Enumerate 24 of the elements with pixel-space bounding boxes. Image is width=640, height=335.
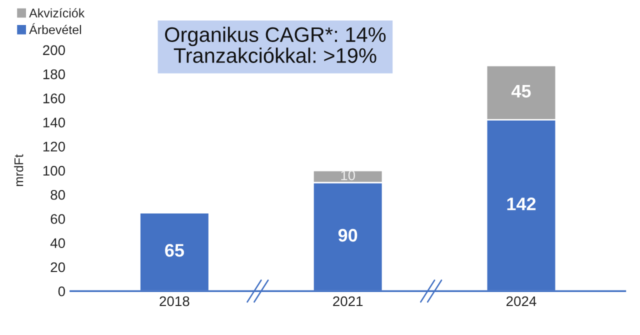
y-tick-label: 100 xyxy=(43,166,65,176)
y-tick-label: 20 xyxy=(50,262,65,272)
x-tick-label: 2018 xyxy=(160,296,190,306)
data-label: 10 xyxy=(341,170,356,180)
y-tick-label: 120 xyxy=(43,142,65,152)
legend-label: Árbevétel xyxy=(29,23,82,34)
y-tick-label: 80 xyxy=(50,190,65,200)
x-tick-label: 2021 xyxy=(333,296,363,306)
data-label: 90 xyxy=(338,228,358,242)
y-tick-label: 180 xyxy=(43,69,65,80)
x-tick-label: 2024 xyxy=(506,296,536,306)
y-tick-label: 40 xyxy=(50,238,65,248)
y-axis-title: mrdFt xyxy=(14,154,24,186)
y-tick-label: 60 xyxy=(50,214,65,224)
data-label: 45 xyxy=(511,84,531,98)
legend-label: Akvizíciók xyxy=(29,8,85,18)
y-tick-label: 160 xyxy=(43,93,65,104)
y-tick-label: 0 xyxy=(58,286,65,296)
y-tick-label: 200 xyxy=(43,45,65,56)
annotation: Tranzakciókkal: >19% xyxy=(174,47,376,63)
y-tick-label: 140 xyxy=(43,118,65,128)
data-label: 142 xyxy=(507,198,536,210)
text: Organikus CAGR*: 14% xyxy=(165,26,386,46)
data-label: 65 xyxy=(165,244,184,257)
